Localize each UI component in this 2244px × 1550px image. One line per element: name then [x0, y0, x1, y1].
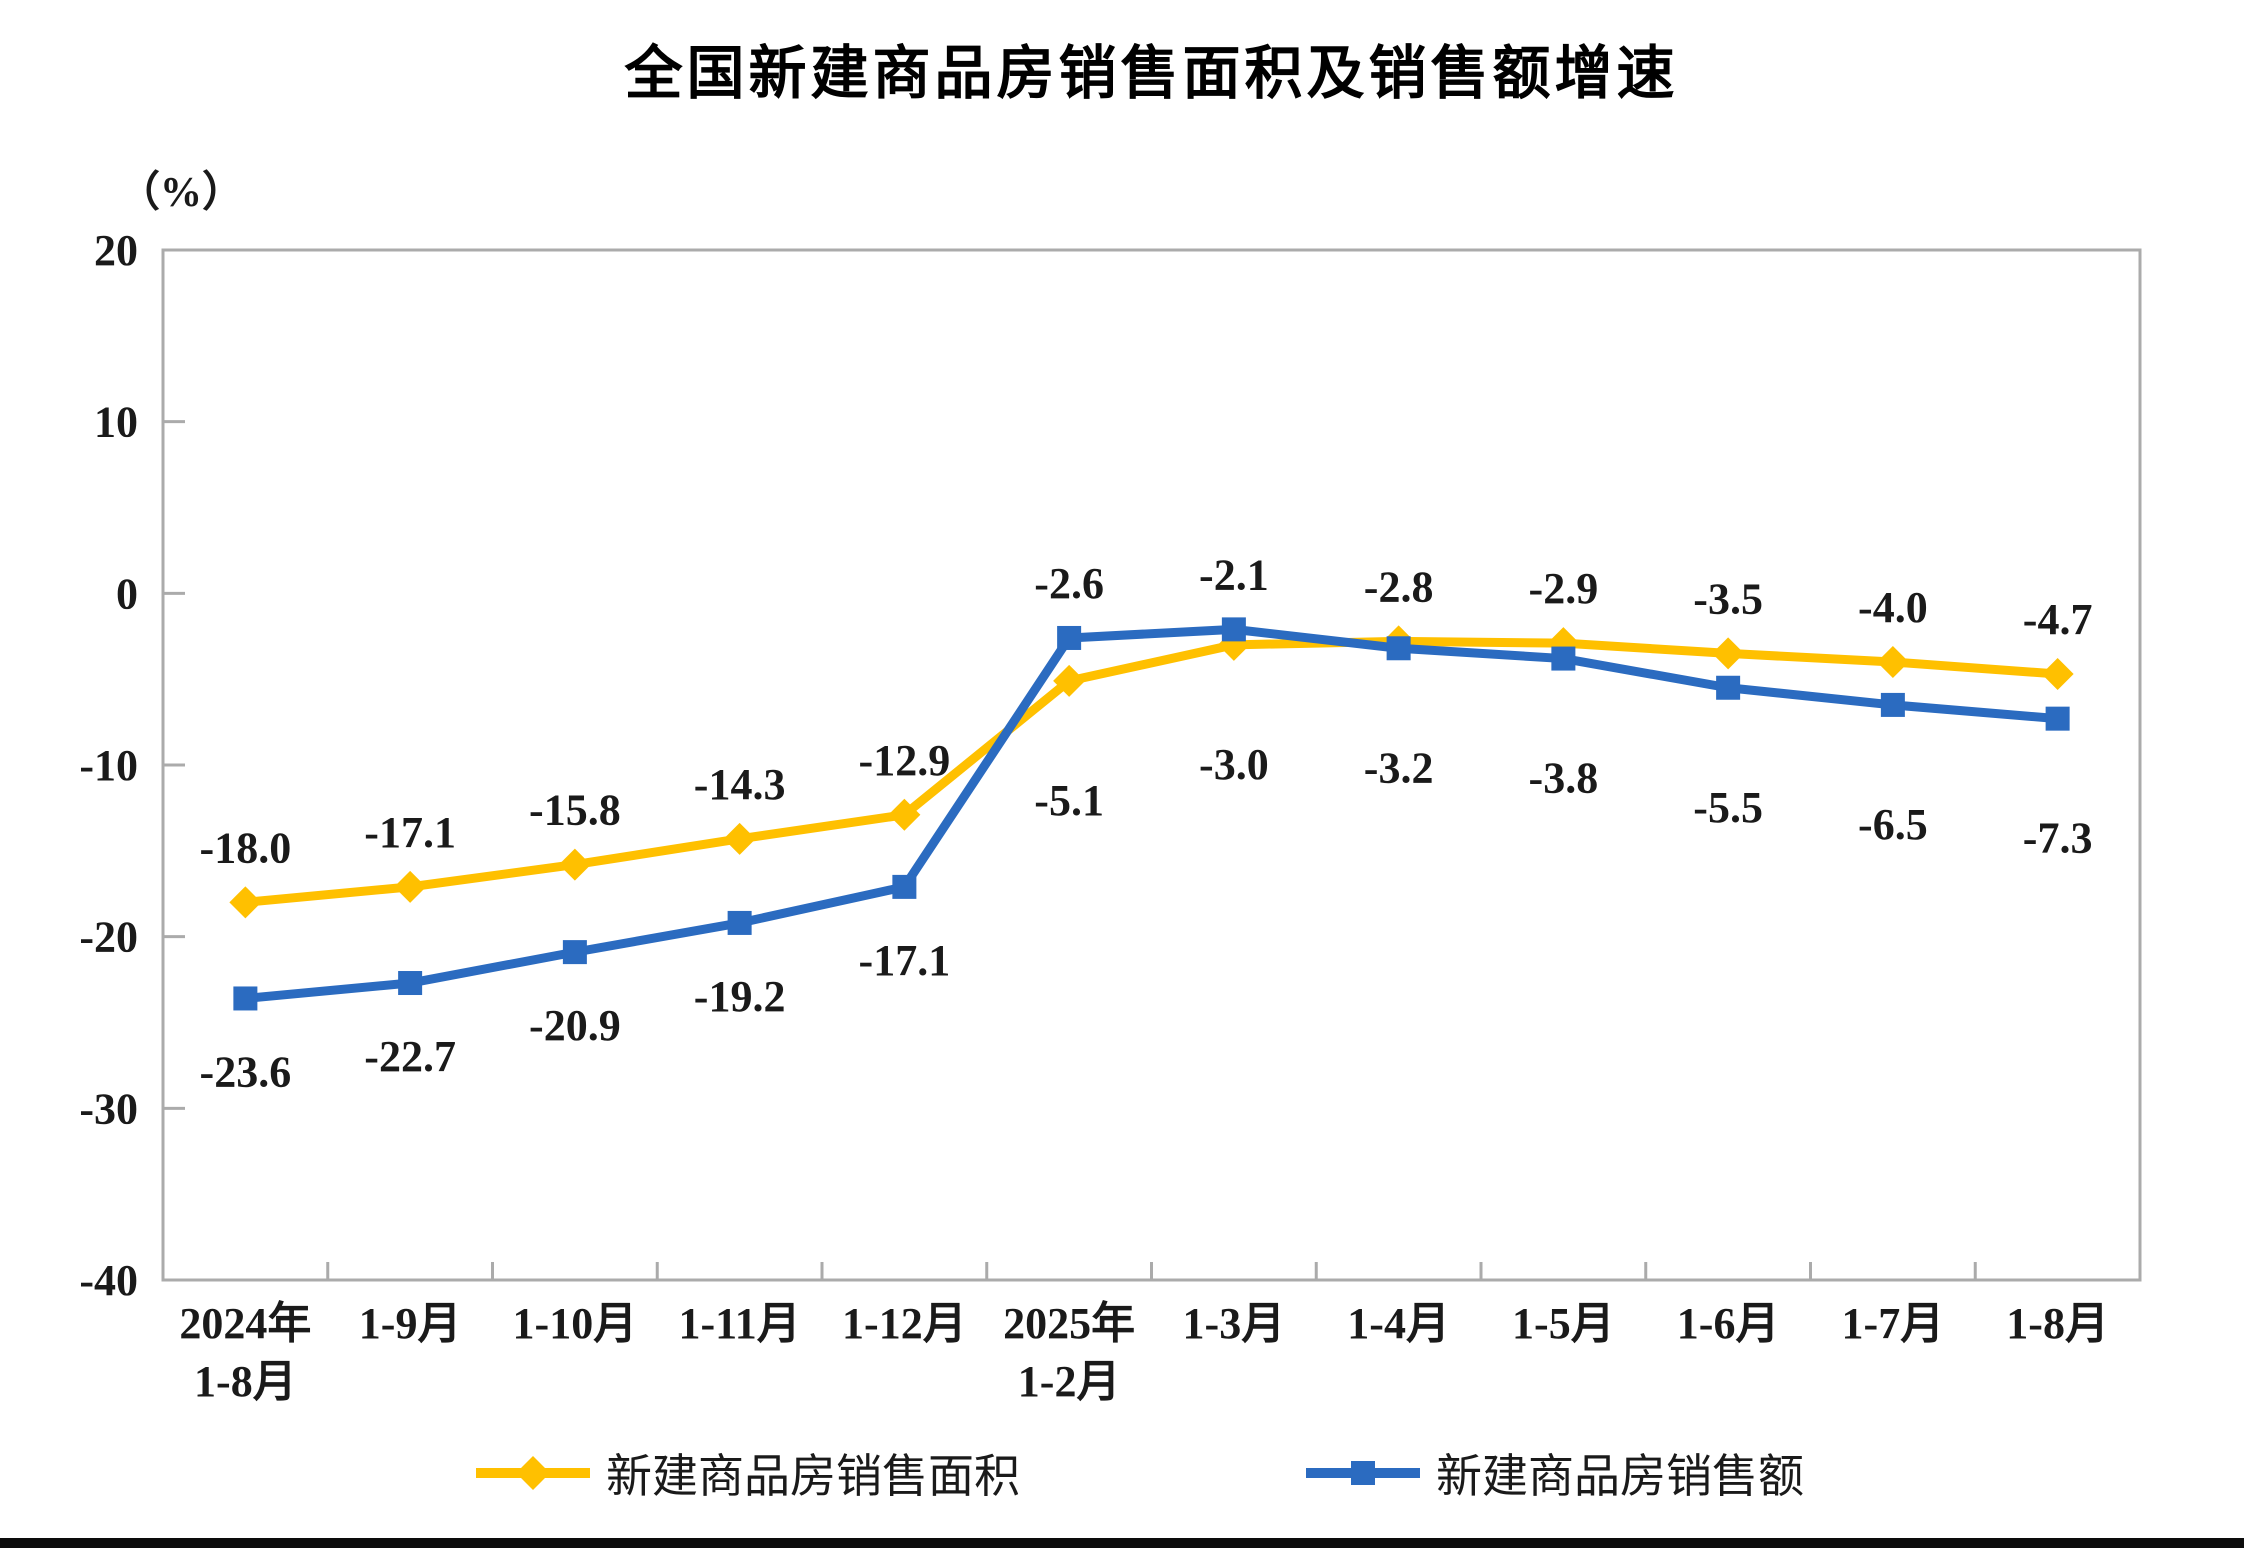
- x-category-label: 1-9月: [359, 1299, 462, 1348]
- sales-value-data-point-marker: [2045, 706, 2070, 731]
- y-tick-label: -40: [79, 1256, 138, 1305]
- sales-area-data-point-marker: [888, 798, 921, 831]
- legend-label-sales-value: 新建商品房销售额: [1436, 1451, 1804, 1502]
- sales-area-data-label: -4.7: [2023, 595, 2093, 644]
- sales-area-data-label: -12.9: [859, 736, 951, 785]
- sales-value-series-line: [240, 624, 2063, 1003]
- sales-area-data-point-marker: [1712, 637, 1745, 670]
- sales-area-data-label: -3.5: [1693, 574, 1763, 623]
- sales-area-data-label: -5.1: [1034, 776, 1104, 825]
- y-tick-label: -10: [79, 741, 138, 790]
- legend-label-sales-area: 新建商品房销售面积: [606, 1451, 1020, 1502]
- sales-area-data-label: -3.0: [1199, 740, 1269, 789]
- sales-value-data-point-marker: [1221, 617, 1246, 642]
- sales-value-data-point-marker: [398, 971, 423, 996]
- sales-value-data-point-marker: [727, 910, 752, 935]
- sales-value-data-point-marker: [1386, 636, 1411, 661]
- x-category-label: 1-6月: [1677, 1299, 1780, 1348]
- sales-area-data-label: -4.0: [1858, 583, 1928, 632]
- sales-value-data-point-marker: [1716, 675, 1741, 700]
- x-category-label: 1-8月: [2006, 1299, 2109, 1348]
- sales-value-legend-marker-icon: [1306, 1444, 1420, 1502]
- sales-area-data-label: -15.8: [529, 786, 621, 835]
- bottom-edge-bar: [0, 1538, 2244, 1548]
- x-category-label: 1-12月: [842, 1299, 967, 1348]
- x-category-label: 2025年 1-2月: [1003, 1299, 1135, 1406]
- sales-value-data-point-marker: [1551, 646, 1576, 671]
- sales-value-data-label: -2.6: [1034, 559, 1104, 608]
- sales-area-data-label: -14.3: [694, 760, 786, 809]
- sales-area-data-label: -17.1: [364, 808, 456, 857]
- sales-value-data-label: -3.8: [1529, 754, 1599, 803]
- plot-border: [161, 248, 2142, 1282]
- y-tick-label: -20: [79, 913, 138, 962]
- x-category-label: 1-7月: [1842, 1299, 1945, 1348]
- legend-item-sales-value: 新建商品房销售额: [1306, 1444, 1804, 1502]
- sales-area-data-label: -2.8: [1364, 562, 1434, 611]
- sales-area-data-point-marker: [723, 822, 756, 855]
- sales-value-data-label: -7.3: [2023, 814, 2093, 863]
- sales-area-data-point-marker: [394, 870, 427, 903]
- x-category-label: 1-11月: [679, 1299, 801, 1348]
- sales-value-data-label: -17.1: [859, 936, 951, 985]
- sales-area-data-point-marker: [558, 848, 591, 881]
- y-tick-label: 10: [94, 398, 138, 447]
- sales-area-data-label: -2.9: [1529, 564, 1599, 613]
- sales-value-data-label: -2.1: [1199, 550, 1269, 599]
- sales-area-series-line: [240, 636, 2063, 907]
- sales-value-data-label: -20.9: [529, 1001, 621, 1050]
- x-category-label: 1-5月: [1512, 1299, 1615, 1348]
- x-category-label: 2024年 1-8月: [179, 1299, 311, 1406]
- sales-value-data-label: -22.7: [364, 1032, 456, 1081]
- sales-value-data-point-marker: [562, 940, 587, 965]
- sales-area-data-point-marker: [2041, 658, 2074, 691]
- sales-value-data-point-marker: [1057, 625, 1082, 650]
- sales-value-data-label: -3.2: [1364, 743, 1434, 792]
- x-category-label: 1-4月: [1347, 1299, 1450, 1348]
- sales-area-data-point-marker: [229, 886, 262, 919]
- sales-value-data-label: -6.5: [1858, 800, 1928, 849]
- sales-value-data-label: -5.5: [1693, 783, 1763, 832]
- y-tick-label: 0: [116, 569, 138, 618]
- chart-title: 全国新建商品房销售面积及销售额增速: [624, 41, 1679, 106]
- sales-value-data-label: -23.6: [200, 1047, 292, 1096]
- legend-item-sales-area: 新建商品房销售面积: [476, 1444, 1020, 1502]
- sales-area-data-point-marker: [1053, 664, 1086, 697]
- sales-area-data-label: -18.0: [200, 823, 292, 872]
- sales-area-legend-marker-icon: [476, 1444, 590, 1502]
- sales-area-data-point-marker: [1876, 646, 1909, 678]
- sales-value-data-point-marker: [892, 874, 917, 899]
- sales-value-data-label: -19.2: [694, 972, 786, 1021]
- sales-value-data-point-marker: [1880, 692, 1905, 717]
- y-tick-label: 20: [94, 226, 138, 275]
- sales-value-data-point-marker: [233, 986, 258, 1011]
- x-category-label: 1-3月: [1183, 1299, 1286, 1348]
- y-tick-label: -30: [79, 1084, 138, 1133]
- x-category-label: 1-10月: [513, 1299, 638, 1348]
- y-axis-unit-label: （%）: [118, 170, 245, 216]
